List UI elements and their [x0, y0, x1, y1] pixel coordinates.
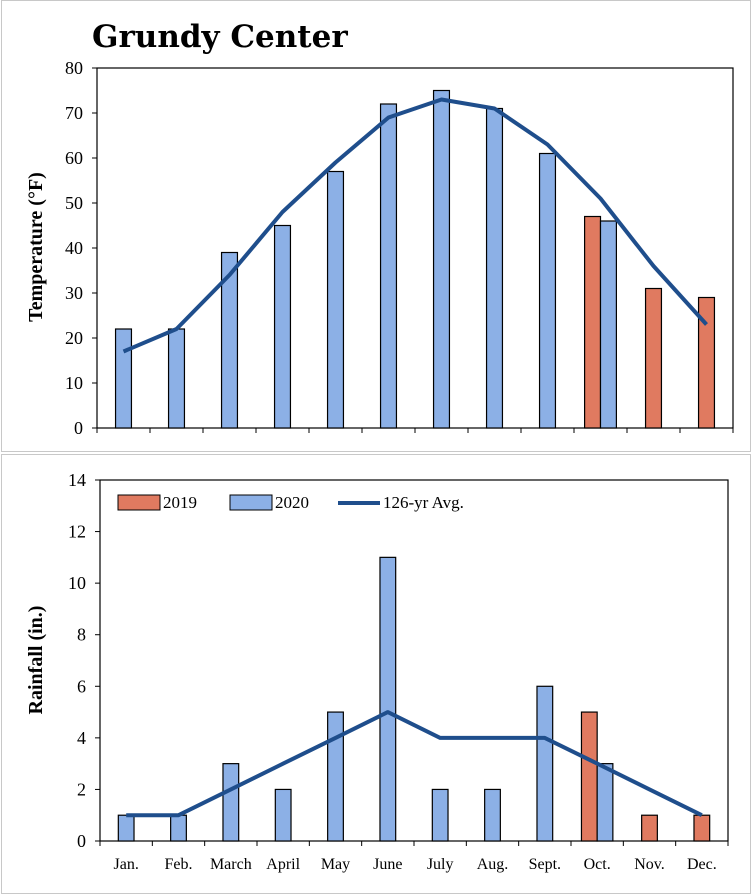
y-tick-label: 8	[77, 625, 86, 645]
bar-2019	[644, 287, 663, 429]
y-tick-label: 70	[65, 103, 83, 123]
y-tick-label: 10	[65, 373, 83, 393]
bar-2020	[599, 220, 617, 429]
y-tick-label: 80	[65, 58, 83, 78]
y-tick-label: 40	[65, 238, 83, 258]
y-tick-label: 30	[65, 283, 83, 303]
x-tick-label: Aug.	[477, 856, 509, 873]
bar-2019	[693, 814, 711, 842]
y-tick-label: 6	[77, 676, 86, 696]
bar-2019	[583, 215, 602, 429]
chart-title: Grundy Center	[92, 19, 348, 55]
x-tick-label: June	[373, 856, 402, 873]
x-tick-label: Sept.	[529, 856, 561, 873]
legend-swatch-2020	[229, 494, 273, 511]
y-tick-label: 14	[68, 470, 86, 490]
bar-2019	[580, 711, 598, 842]
legend-label-avg: 126-yr Avg.	[383, 493, 464, 512]
bar-2019	[697, 296, 716, 429]
bar-2020	[170, 814, 187, 842]
x-tick-label: Oct.	[584, 856, 611, 873]
avg-line	[126, 710, 703, 818]
bar-2020	[273, 224, 292, 429]
bar-2020	[538, 152, 557, 429]
legend-swatch-2019	[117, 494, 161, 511]
bar-2020	[431, 788, 449, 842]
bar-2020	[327, 711, 344, 842]
legend-label-2020: 2020	[275, 493, 309, 512]
temperature-chart-panel: Grundy Center Temperature (°F) 0 10 20 30 40…	[1, 0, 751, 452]
bar-2020	[222, 763, 240, 842]
y-tick-label: 50	[65, 193, 83, 213]
bar-2020	[432, 89, 451, 429]
bar-2020	[379, 556, 397, 842]
x-tick-label: Dec.	[687, 856, 717, 873]
bar-2020	[114, 328, 133, 429]
x-tick-label: July	[427, 856, 454, 873]
y-tick-label: 2	[77, 779, 86, 799]
bar-2020	[326, 170, 345, 429]
bar-2020	[117, 814, 135, 842]
bar-2020	[167, 328, 186, 429]
bar-2020	[536, 685, 554, 842]
rainfall-chart-panel: Rainfall (in.) 2019 2020 126-yr Avg. 0 2 4…	[1, 454, 751, 894]
y-tick-label: 0	[77, 831, 86, 851]
legend: 2019 2020 126-yr Avg.	[117, 493, 464, 512]
y-tick-label: 4	[77, 728, 86, 748]
x-tick-label: Nov.	[634, 856, 665, 873]
rainfall-y-axis-label: Rainfall (in.)	[25, 606, 47, 715]
bar-2020	[484, 788, 501, 842]
x-tick-label: Jan.	[114, 856, 139, 873]
bar-2020	[379, 103, 398, 429]
rainfall-chart: Rainfall (in.) 2019 2020 126-yr Avg. 0 2 4…	[25, 470, 729, 873]
temperature-chart: Grundy Center Temperature (°F) 0 10 20 30 40…	[25, 19, 734, 438]
bar-2020	[274, 788, 292, 842]
y-tick-label: 12	[68, 522, 86, 542]
y-tick-label: 10	[68, 573, 86, 593]
plot-area	[99, 479, 729, 842]
legend-label-2019: 2019	[163, 493, 197, 512]
temperature-y-axis-label: Temperature (°F)	[25, 172, 47, 322]
bar-2020	[596, 763, 614, 842]
x-tick-label: April	[266, 856, 300, 873]
y-tick-label: 0	[74, 418, 83, 438]
avg-line	[122, 97, 708, 354]
bar-2019	[641, 814, 658, 842]
x-tick-label: March	[210, 856, 252, 873]
x-tick-label: May	[321, 856, 350, 873]
y-tick-label: 20	[65, 328, 83, 348]
bar-2020	[220, 251, 239, 429]
y-tick-label: 60	[65, 148, 83, 168]
x-tick-label: Feb.	[165, 856, 193, 873]
bar-2020	[485, 107, 504, 429]
